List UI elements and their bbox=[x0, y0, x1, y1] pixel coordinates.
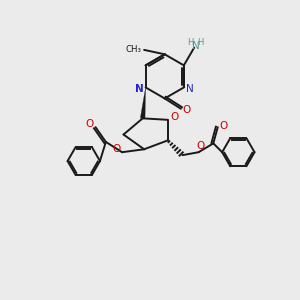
Text: O: O bbox=[220, 121, 228, 131]
Text: N: N bbox=[192, 41, 200, 51]
Text: H: H bbox=[188, 38, 194, 47]
Polygon shape bbox=[140, 87, 146, 118]
Text: H: H bbox=[197, 38, 204, 47]
Text: N: N bbox=[186, 84, 194, 94]
Text: CH₃: CH₃ bbox=[125, 45, 141, 54]
Text: O: O bbox=[112, 144, 120, 154]
Text: O: O bbox=[85, 118, 94, 129]
Text: O: O bbox=[196, 141, 204, 151]
Text: O: O bbox=[170, 112, 178, 122]
Text: N: N bbox=[135, 84, 144, 94]
Text: O: O bbox=[182, 105, 190, 115]
